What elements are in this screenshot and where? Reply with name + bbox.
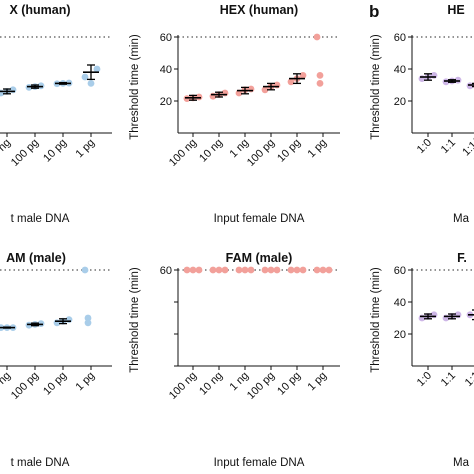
y-tick-label: 60 [394, 265, 406, 277]
data-point [84, 314, 92, 322]
data-point [293, 266, 301, 274]
data-point [299, 266, 307, 274]
data-point [84, 319, 92, 327]
x-axis-label: Input female DNA [214, 457, 305, 469]
x-tick-label: 1:1 [439, 370, 458, 389]
x-tick-label: 10 pg [41, 370, 69, 398]
x-tick-label: 10 ng [197, 370, 225, 398]
y-tick-label: 40 [160, 64, 172, 76]
x-axis-label: t male DNA [11, 213, 70, 225]
y-tick-label: 60 [160, 265, 172, 277]
data-point [316, 72, 324, 79]
data-point [241, 266, 249, 274]
x-tick-label: 1 pg [73, 137, 97, 161]
x-tick-label: 1 pg [73, 370, 97, 394]
hex-human-female-panel: HEX (human) 20 40 60 Threshold time (min) 100… [129, 3, 340, 225]
data-point [313, 33, 321, 41]
data-point [25, 321, 33, 329]
data-point [183, 266, 191, 274]
x-tick-label: 100 pg [245, 137, 277, 169]
data-point [87, 80, 95, 87]
x-axis-label: Input female DNA [214, 213, 305, 225]
x-tick-label: 1 pg [305, 137, 329, 161]
x-tick-label: 1 pg [305, 370, 329, 394]
x-tick-label: 100 pg [245, 370, 277, 402]
data-point [273, 266, 281, 274]
x-tick-label: 1:0 [415, 137, 434, 156]
x-tick-label: 100 ng [167, 137, 199, 169]
data-point [287, 78, 295, 86]
x-tick-label: 100 ng [167, 370, 199, 402]
x-tick-label: 1:1 [439, 137, 458, 156]
y-tick-label: 40 [394, 64, 406, 76]
chart-title: HEX (human) [220, 3, 298, 17]
data-point [442, 78, 450, 86]
data-point [247, 266, 255, 274]
data-point [267, 266, 275, 274]
x-tick-label: 100 pg [9, 370, 41, 402]
x-tick-label: ng [0, 370, 13, 387]
y-axis-label: Threshold time (min) [370, 267, 382, 373]
chart-title: FAM (male) [226, 251, 293, 265]
data-point [221, 266, 229, 274]
data-point [466, 82, 474, 90]
x-tick-label: 1:1( [460, 136, 474, 158]
chart-title: X (human) [9, 3, 70, 17]
data-point [287, 266, 295, 274]
data-point [215, 266, 223, 274]
chart-title: AM (male) [6, 251, 66, 265]
y-tick-label: 20 [160, 96, 172, 108]
data-point [316, 80, 324, 87]
fam-mix-panel: F. 20 40 60 Threshold time (min) 1:0 1:1 1:1 Ma [370, 251, 474, 469]
data-point [299, 72, 307, 79]
data-point [81, 266, 89, 274]
y-tick-label: 40 [394, 297, 406, 309]
data-point [189, 266, 197, 274]
y-tick-label: 20 [394, 96, 406, 108]
chart-title: HE [447, 3, 464, 17]
data-point [81, 73, 89, 81]
data-point [325, 266, 333, 274]
x-tick-label: 10 pg [41, 137, 69, 165]
x-axis-label: t male DNA [11, 457, 70, 469]
data-point [93, 65, 101, 73]
x-tick-label: ng [0, 137, 13, 154]
data-point [25, 84, 33, 91]
y-tick-label: 20 [394, 329, 406, 341]
y-axis-label: Threshold time (min) [370, 34, 382, 140]
y-tick-label: 60 [160, 32, 172, 44]
y-axis-label: Threshold time (min) [129, 34, 141, 140]
x-tick-label: 10 pg [275, 370, 303, 398]
data-point [209, 266, 217, 274]
x-axis-label: Ma [453, 457, 470, 469]
x-tick-label: 10 pg [275, 137, 303, 165]
data-point [261, 266, 269, 274]
y-tick-label: 60 [394, 32, 406, 44]
x-tick-label: 10 ng [197, 137, 225, 165]
y-axis-label: Threshold time (min) [129, 267, 141, 373]
hex-mix-panel: HE 20 40 60 Threshold time (min) 1:0 1:1 1:1( Ma [370, 3, 474, 225]
data-point [195, 266, 203, 274]
data-point [319, 266, 327, 274]
x-tick-label: 1:1 [463, 370, 474, 389]
x-axis-label: Ma [453, 213, 470, 225]
data-point [261, 86, 269, 94]
data-point [235, 266, 243, 274]
panel-letter-b: b [369, 2, 379, 21]
chart-title: F. [457, 251, 467, 265]
x-tick-label: 100 pg [9, 137, 41, 169]
data-point [313, 266, 321, 274]
x-tick-label: 1:0 [415, 370, 434, 389]
